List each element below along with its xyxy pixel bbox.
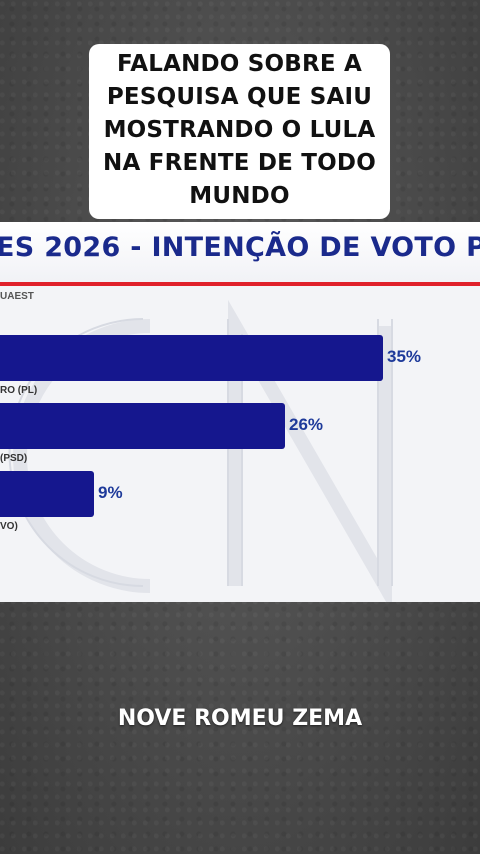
bar [0,471,94,517]
bar-candidate-label: (PSD) [0,453,28,464]
poll-card: ES 2026 - INTENÇÃO DE VOTO PAR UAEST 35%… [0,222,480,602]
banner-red-line [0,282,480,286]
top-caption-line: FALANDO SOBRE A [116,51,363,77]
bar-value-label: 35% [387,347,422,366]
top-caption-line: MOSTRANDO O LULA [103,117,376,143]
bar [0,403,285,449]
bar-chart: 35% RO (PL) 26% (PSD) 9% VO) [0,222,480,602]
bar-candidate-label: RO (PL) [0,385,38,396]
top-caption: FALANDO SOBRE A PESQUISA QUE SAIU MOSTRA… [89,44,390,219]
bar [0,335,383,381]
bar-value-label: 26% [289,415,324,434]
source-label: UAEST [0,291,34,302]
poll-banner: ES 2026 - INTENÇÃO DE VOTO PAR [0,222,480,282]
bar-value-label: 9% [98,483,123,502]
top-caption-line: PESQUISA QUE SAIU [106,84,373,110]
bar-candidate-label: VO) [0,521,18,532]
top-caption-line: MUNDO [189,183,290,209]
banner-title: ES 2026 - INTENÇÃO DE VOTO PAR [0,232,480,263]
bottom-caption: NOVE ROMEU ZEMA [117,706,363,731]
top-caption-line: NA FRENTE DE TODO [103,150,376,176]
